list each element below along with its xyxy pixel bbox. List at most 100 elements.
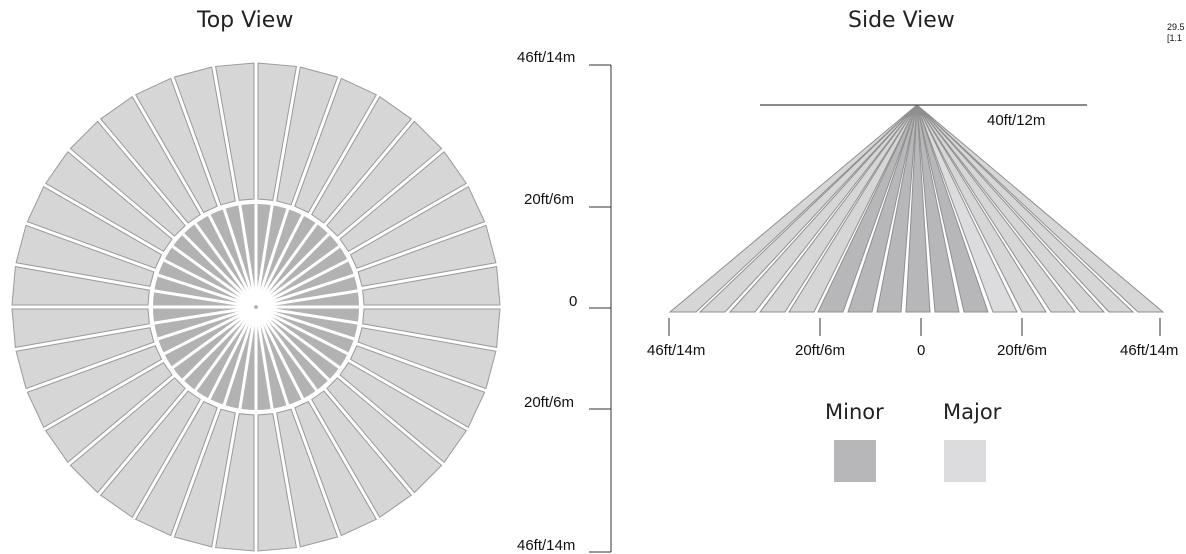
inner-zone-divider: [257, 258, 350, 308]
side-view-zone: [788, 104, 918, 313]
outer-zone-segment: [276, 408, 339, 548]
outer-zone-segment: [362, 266, 501, 306]
inner-zone-divider: [207, 308, 257, 401]
outer-zone-segment: [215, 413, 255, 552]
legend-major-swatch: [944, 440, 986, 482]
side-view-zone: [876, 104, 918, 313]
side-view-zone: [905, 104, 931, 313]
inner-zone-divider: [256, 307, 331, 382]
side-view-zone: [916, 104, 1106, 313]
side-view-zone: [916, 104, 1018, 313]
side-view-zone: [916, 104, 1165, 313]
inner-zone-divider: [255, 207, 290, 306]
axis-label-right-near: 20ft/6m: [997, 342, 1048, 359]
outer-zone-segment: [26, 345, 163, 429]
corner-note-line-2: [1.1: [1167, 33, 1183, 43]
inner-zone-divider: [254, 204, 274, 306]
axis-label-center: 0: [917, 342, 926, 359]
side-view-zone: [916, 104, 1135, 313]
outer-zone-segment: [134, 77, 218, 214]
outer-zone-segment: [257, 413, 297, 552]
side-view-zone: [817, 104, 918, 313]
inner-zone-divider: [170, 306, 256, 370]
inner-zone-divider: [238, 308, 258, 410]
axis-label-left-near: 20ft/6m: [795, 342, 846, 359]
inner-zone-divider: [255, 308, 290, 407]
inner-zone-divider: [256, 232, 331, 307]
side-view-zone: [847, 104, 918, 313]
inner-zone-divider: [193, 221, 257, 307]
inner-zone-divider: [254, 308, 274, 410]
side-view-zone: [728, 104, 918, 313]
side-view-zone: [916, 104, 1047, 313]
axis-label-left-far: 46ft/14m: [647, 342, 706, 359]
outer-zone-segment: [339, 362, 468, 464]
outer-zone-segment: [349, 345, 486, 429]
inner-zone-divider: [255, 221, 319, 307]
ceiling-height-label: 40ft/12m: [987, 112, 1046, 129]
outer-zone-segment: [362, 308, 501, 348]
axis-label-right-far: 46ft/14m: [1120, 342, 1179, 359]
outer-zone-segment: [311, 390, 413, 519]
vertical-scale-bar: [589, 64, 612, 553]
inner-zone-divider: [222, 207, 257, 306]
outer-zone-segment: [99, 95, 201, 224]
outer-zone-segment: [257, 62, 297, 201]
side-view-title: Side View: [848, 8, 955, 33]
inner-zone-divider: [238, 204, 258, 306]
inner-zone-divider: [207, 213, 257, 306]
legend-minor-swatch: [834, 440, 876, 482]
inner-zone-divider: [156, 273, 255, 308]
outer-zone-segment: [11, 266, 150, 306]
inner-zone-divider: [181, 307, 256, 382]
inner-zone-divider: [153, 305, 255, 325]
outer-zone-segment: [99, 390, 201, 519]
outer-zone-segment: [173, 66, 236, 206]
scale-label-lower: 20ft/6m: [524, 394, 575, 411]
inner-zone-divider: [162, 306, 255, 356]
inner-zone-divider: [193, 307, 257, 393]
outer-zone-segment: [294, 400, 378, 537]
outer-zone-segment: [357, 224, 497, 287]
inner-zone-divider: [256, 244, 342, 308]
side-view-zone: [698, 104, 918, 313]
outer-zone-segment: [11, 308, 150, 348]
outer-zone-segment: [69, 120, 186, 237]
inner-zone-divider: [257, 306, 356, 341]
scale-label-zero: 0: [569, 293, 578, 310]
side-view-zone: [668, 104, 918, 313]
outer-zone-segment: [276, 66, 339, 206]
legend-minor-label: Minor: [825, 400, 884, 424]
outer-zone-segment: [15, 327, 155, 390]
inner-zone-divider: [257, 306, 350, 356]
side-view-zone: [916, 104, 1077, 313]
outer-zone-segment: [357, 327, 497, 390]
outer-zone-segment: [134, 400, 218, 537]
inner-zone-divider: [257, 273, 356, 308]
outer-zone-segment: [326, 377, 443, 494]
side-view-zone: [916, 104, 989, 313]
inner-zone-divider: [257, 289, 359, 309]
scale-label-bottom: 46ft/14m: [517, 537, 576, 554]
inner-zone-divider: [170, 244, 256, 308]
inner-zone-divider: [222, 308, 257, 407]
side-view-zone: [758, 104, 918, 313]
scale-label-upper: 20ft/6m: [524, 191, 575, 208]
inner-zone-divider: [181, 232, 256, 307]
outer-zone-segment: [326, 120, 443, 237]
outer-zone-segment: [44, 150, 173, 252]
side-view-axis-ticks: [668, 318, 1161, 336]
outer-zone-segment: [15, 224, 155, 287]
scale-label-top: 46ft/14m: [517, 49, 576, 66]
inner-zone-divider: [162, 258, 255, 308]
outer-zone-segment: [311, 95, 413, 224]
outer-zone-segment: [349, 185, 486, 269]
top-view-title: Top View: [197, 8, 294, 33]
top-view-diagram: [11, 62, 501, 552]
outer-zone-segment: [339, 150, 468, 252]
outer-zone-segment: [173, 408, 236, 548]
side-view-zone: [916, 104, 960, 313]
outer-zone-segment: [26, 185, 163, 269]
inner-zone-divider: [256, 306, 342, 370]
